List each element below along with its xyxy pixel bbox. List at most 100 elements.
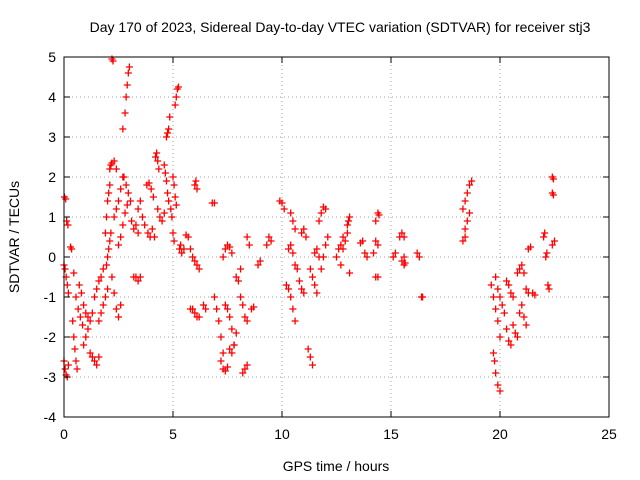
data-point [193,261,201,269]
data-point [95,353,103,361]
data-point [80,301,88,309]
data-point [531,291,539,299]
data-point [167,205,175,213]
data-point [162,133,170,141]
y-tick-label: 2 [48,169,56,185]
data-point [489,349,497,357]
data-point [93,285,101,293]
data-point [148,225,156,233]
data-point [93,361,101,369]
data-point [195,313,203,321]
data-point [164,129,172,137]
data-point [171,101,179,109]
data-point [217,333,225,341]
data-point [400,233,408,241]
data-point [105,189,113,197]
data-point [315,217,323,225]
data-point [168,213,176,221]
grid-lines [64,57,609,417]
data-point [374,273,382,281]
data-point [494,285,502,293]
data-point [123,201,131,209]
data-point [489,293,497,301]
data-point [221,367,229,375]
data-point [337,261,345,269]
data-point [278,199,286,207]
data-point [172,93,180,101]
y-tick-label: -4 [44,409,57,425]
data-point [153,149,161,157]
data-point [551,237,558,245]
data-point [302,233,310,241]
data-point [106,237,114,245]
data-point [189,253,197,261]
data-point [518,261,526,269]
data-point [91,293,99,301]
data-point [343,221,351,229]
data-point [337,241,345,249]
data-point [543,249,551,257]
data-point [344,217,352,225]
data-point [522,285,530,293]
data-point [97,309,105,317]
data-point [505,281,513,289]
data-point [169,229,177,237]
data-point [298,229,306,237]
data-point [115,197,122,205]
data-point [147,185,155,193]
data-point [126,197,134,205]
data-point [103,213,111,221]
data-point [217,357,225,365]
data-point [162,177,170,185]
data-point [285,285,293,293]
data-point [346,213,354,221]
data-point [507,289,515,297]
data-point [165,125,173,133]
data-point [210,199,218,207]
data-point [72,357,80,365]
data-point [511,329,519,337]
data-point [306,353,314,361]
data-point [180,245,188,253]
data-point [503,277,511,285]
data-point [503,325,511,333]
data-point [82,309,90,317]
y-axis-ticks: -4 -3 -2 -1 0 1 2 3 4 5 [44,49,609,425]
y-tick-label: 1 [48,209,56,225]
data-point [245,241,253,249]
x-axis-ticks: 0 5 10 15 20 25 [60,57,617,442]
data-point [161,169,169,177]
data-point [174,83,182,91]
data-point [95,277,103,285]
x-tick-label: 15 [383,426,399,442]
y-tick-label: 3 [48,129,56,145]
data-point [110,289,118,297]
plot-frame [63,56,610,418]
data-point [172,201,180,209]
data-point [243,233,251,241]
data-point [119,125,127,133]
data-point [237,293,245,301]
data-point [549,175,557,183]
data-point [224,305,231,313]
data-point [144,229,152,237]
data-point [513,269,521,277]
x-tick-label: 0 [60,426,68,442]
data-point [309,273,317,281]
data-point [505,337,513,345]
data-point [243,361,251,369]
data-point [298,285,306,293]
data-point [115,313,122,321]
data-point [130,225,138,233]
data-point [84,313,92,321]
data-point [507,341,515,349]
data-point [317,209,325,217]
data-point [134,277,142,285]
data-point [202,305,210,313]
data-point [398,229,406,237]
data-point [391,249,399,257]
data-point [123,81,131,89]
data-point [62,195,70,203]
data-point [150,233,158,241]
